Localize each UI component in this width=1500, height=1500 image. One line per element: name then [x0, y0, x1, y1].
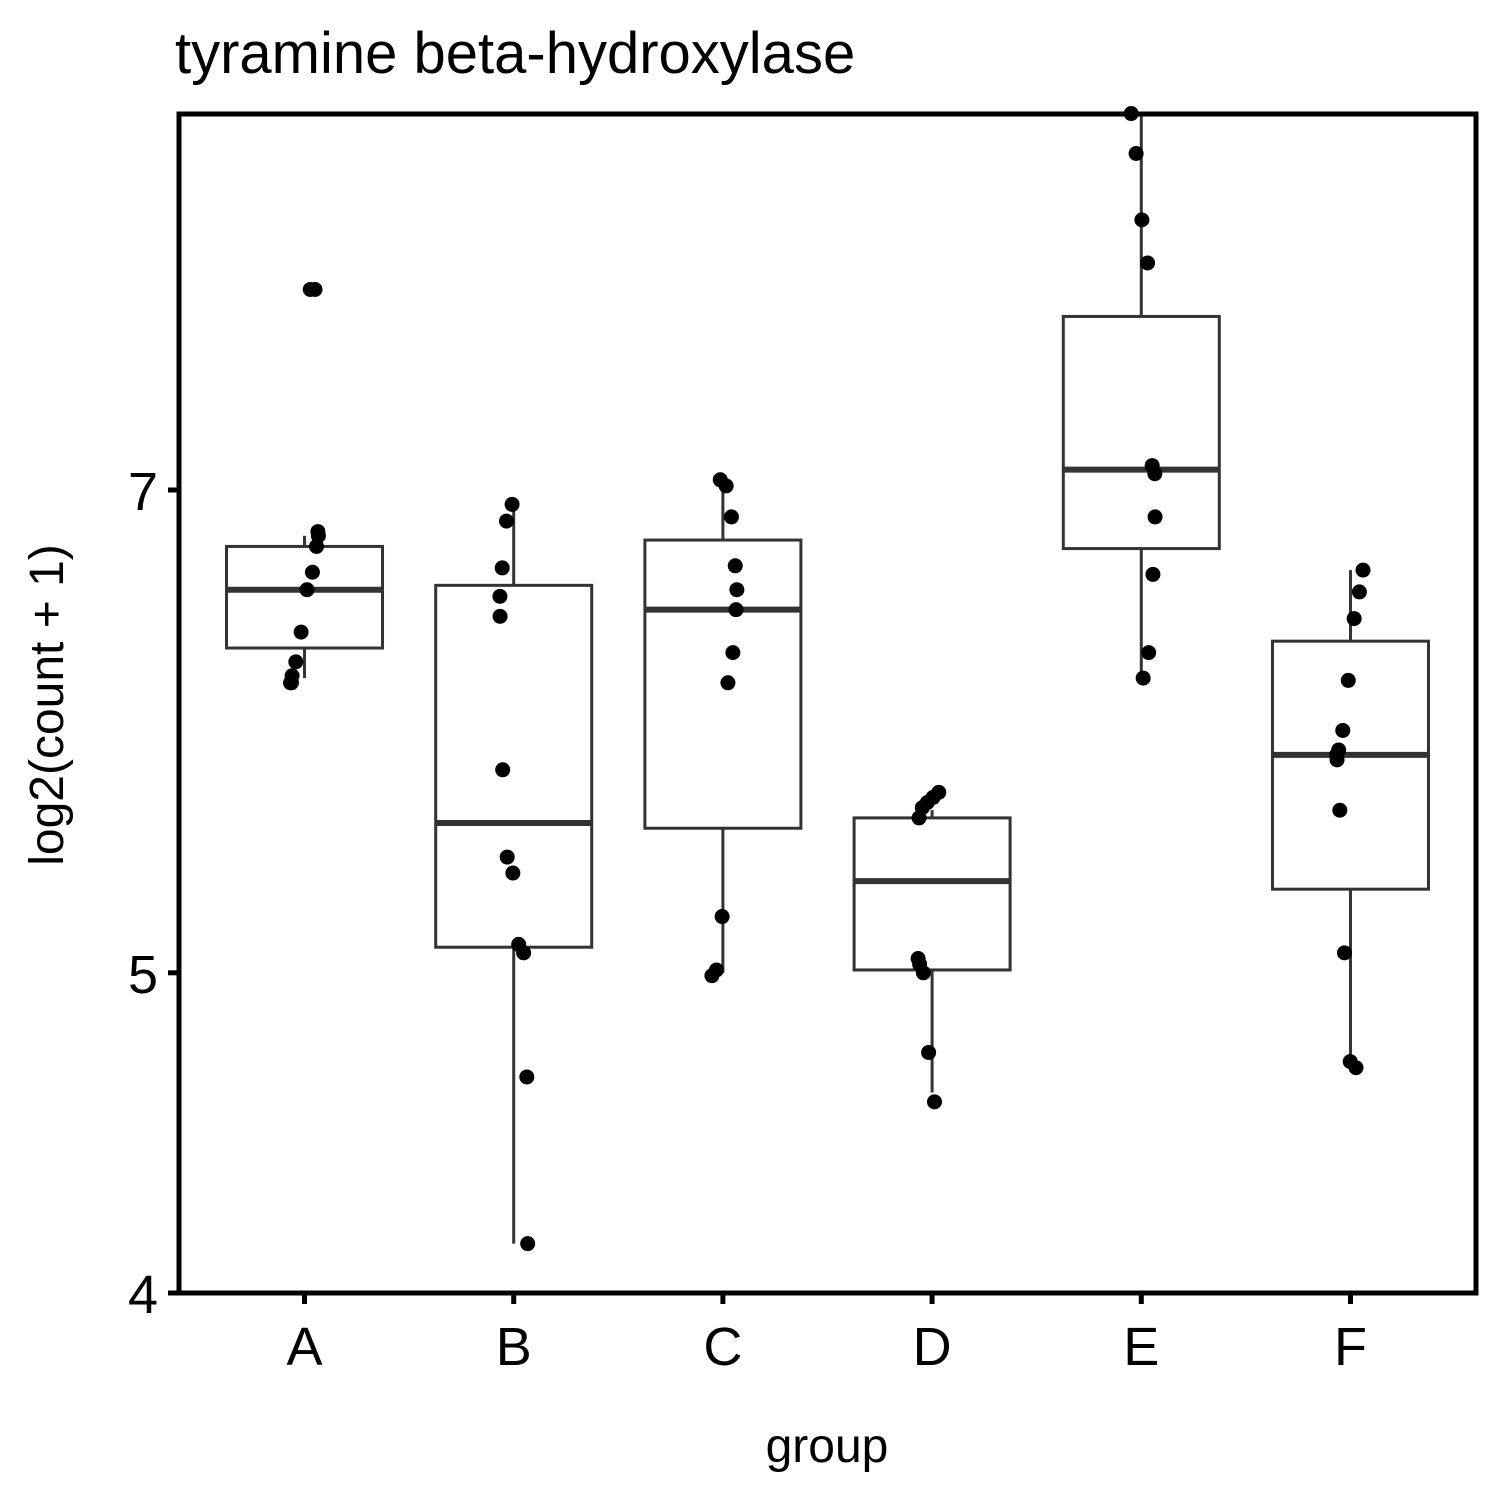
y-tick-label: 5 [128, 945, 158, 1005]
data-point [1329, 752, 1345, 768]
data-point [308, 538, 324, 554]
data-point [915, 965, 931, 981]
box-F [1270, 570, 1430, 1056]
data-point [727, 558, 743, 574]
data-point [1140, 255, 1156, 271]
data-point [304, 564, 320, 580]
y-axis-title: log2(count + 1) [21, 544, 74, 866]
data-point [307, 281, 323, 297]
data-point [1351, 584, 1367, 600]
x-tick-label: A [287, 1317, 323, 1377]
box-E [1061, 113, 1221, 676]
panel-border [176, 111, 1479, 1296]
x-tick-label: D [913, 1317, 952, 1377]
y-tick-label: 4 [128, 1265, 158, 1325]
data-point [1128, 146, 1144, 162]
data-point [499, 849, 515, 865]
plot-area [225, 106, 1430, 1252]
box-iqr [434, 583, 594, 949]
x-tick-label: E [1123, 1317, 1159, 1377]
data-point [504, 496, 520, 512]
data-point [519, 1069, 535, 1085]
data-point [495, 762, 511, 778]
data-point [288, 654, 304, 670]
data-point [1147, 509, 1163, 525]
data-point [1141, 645, 1157, 661]
data-point [520, 1236, 536, 1252]
data-point [499, 513, 515, 529]
points-B [492, 496, 536, 1252]
points-A [283, 281, 326, 691]
data-point [714, 909, 730, 925]
x-axis-title: group [766, 1420, 889, 1473]
data-point [283, 675, 299, 691]
data-point [1147, 466, 1163, 482]
data-point [1332, 802, 1348, 818]
data-point [725, 645, 741, 661]
data-point [718, 478, 734, 494]
data-point [293, 624, 309, 640]
data-point [729, 582, 745, 598]
x-tick-label: B [496, 1317, 532, 1377]
data-point [921, 1044, 937, 1060]
data-point [1348, 1060, 1364, 1076]
data-point [911, 810, 927, 826]
y-tick-label: 7 [128, 462, 158, 522]
data-point [1145, 566, 1161, 582]
data-point [494, 560, 510, 576]
data-point [505, 865, 521, 881]
points-E [1123, 106, 1163, 686]
data-point [299, 582, 315, 598]
data-point [1135, 670, 1151, 686]
box-A [225, 535, 385, 679]
data-point [1337, 945, 1353, 961]
data-point [1355, 562, 1371, 578]
box-C [643, 481, 803, 973]
points-C [704, 472, 745, 984]
data-point [1340, 672, 1356, 688]
box-iqr [852, 816, 1012, 972]
x-tick-label: F [1334, 1317, 1367, 1377]
data-point [492, 608, 508, 624]
data-point [720, 675, 736, 691]
x-axis: A B C D E F [287, 1293, 1367, 1377]
data-point [492, 588, 508, 604]
data-point [1335, 722, 1351, 738]
y-axis: 4 5 7 [128, 462, 179, 1325]
data-point [926, 1094, 942, 1110]
box-D [852, 810, 1012, 1093]
points-F [1329, 562, 1371, 1076]
data-point [1134, 212, 1150, 228]
points-D [910, 784, 947, 1110]
data-point [1346, 611, 1362, 627]
chart-title: tyramine beta-hydroxylase [175, 21, 855, 86]
box-iqr [1061, 314, 1221, 551]
data-point [704, 968, 720, 984]
data-point [516, 945, 532, 961]
data-point [728, 602, 744, 618]
data-point [723, 509, 739, 525]
x-tick-label: C [703, 1317, 742, 1377]
